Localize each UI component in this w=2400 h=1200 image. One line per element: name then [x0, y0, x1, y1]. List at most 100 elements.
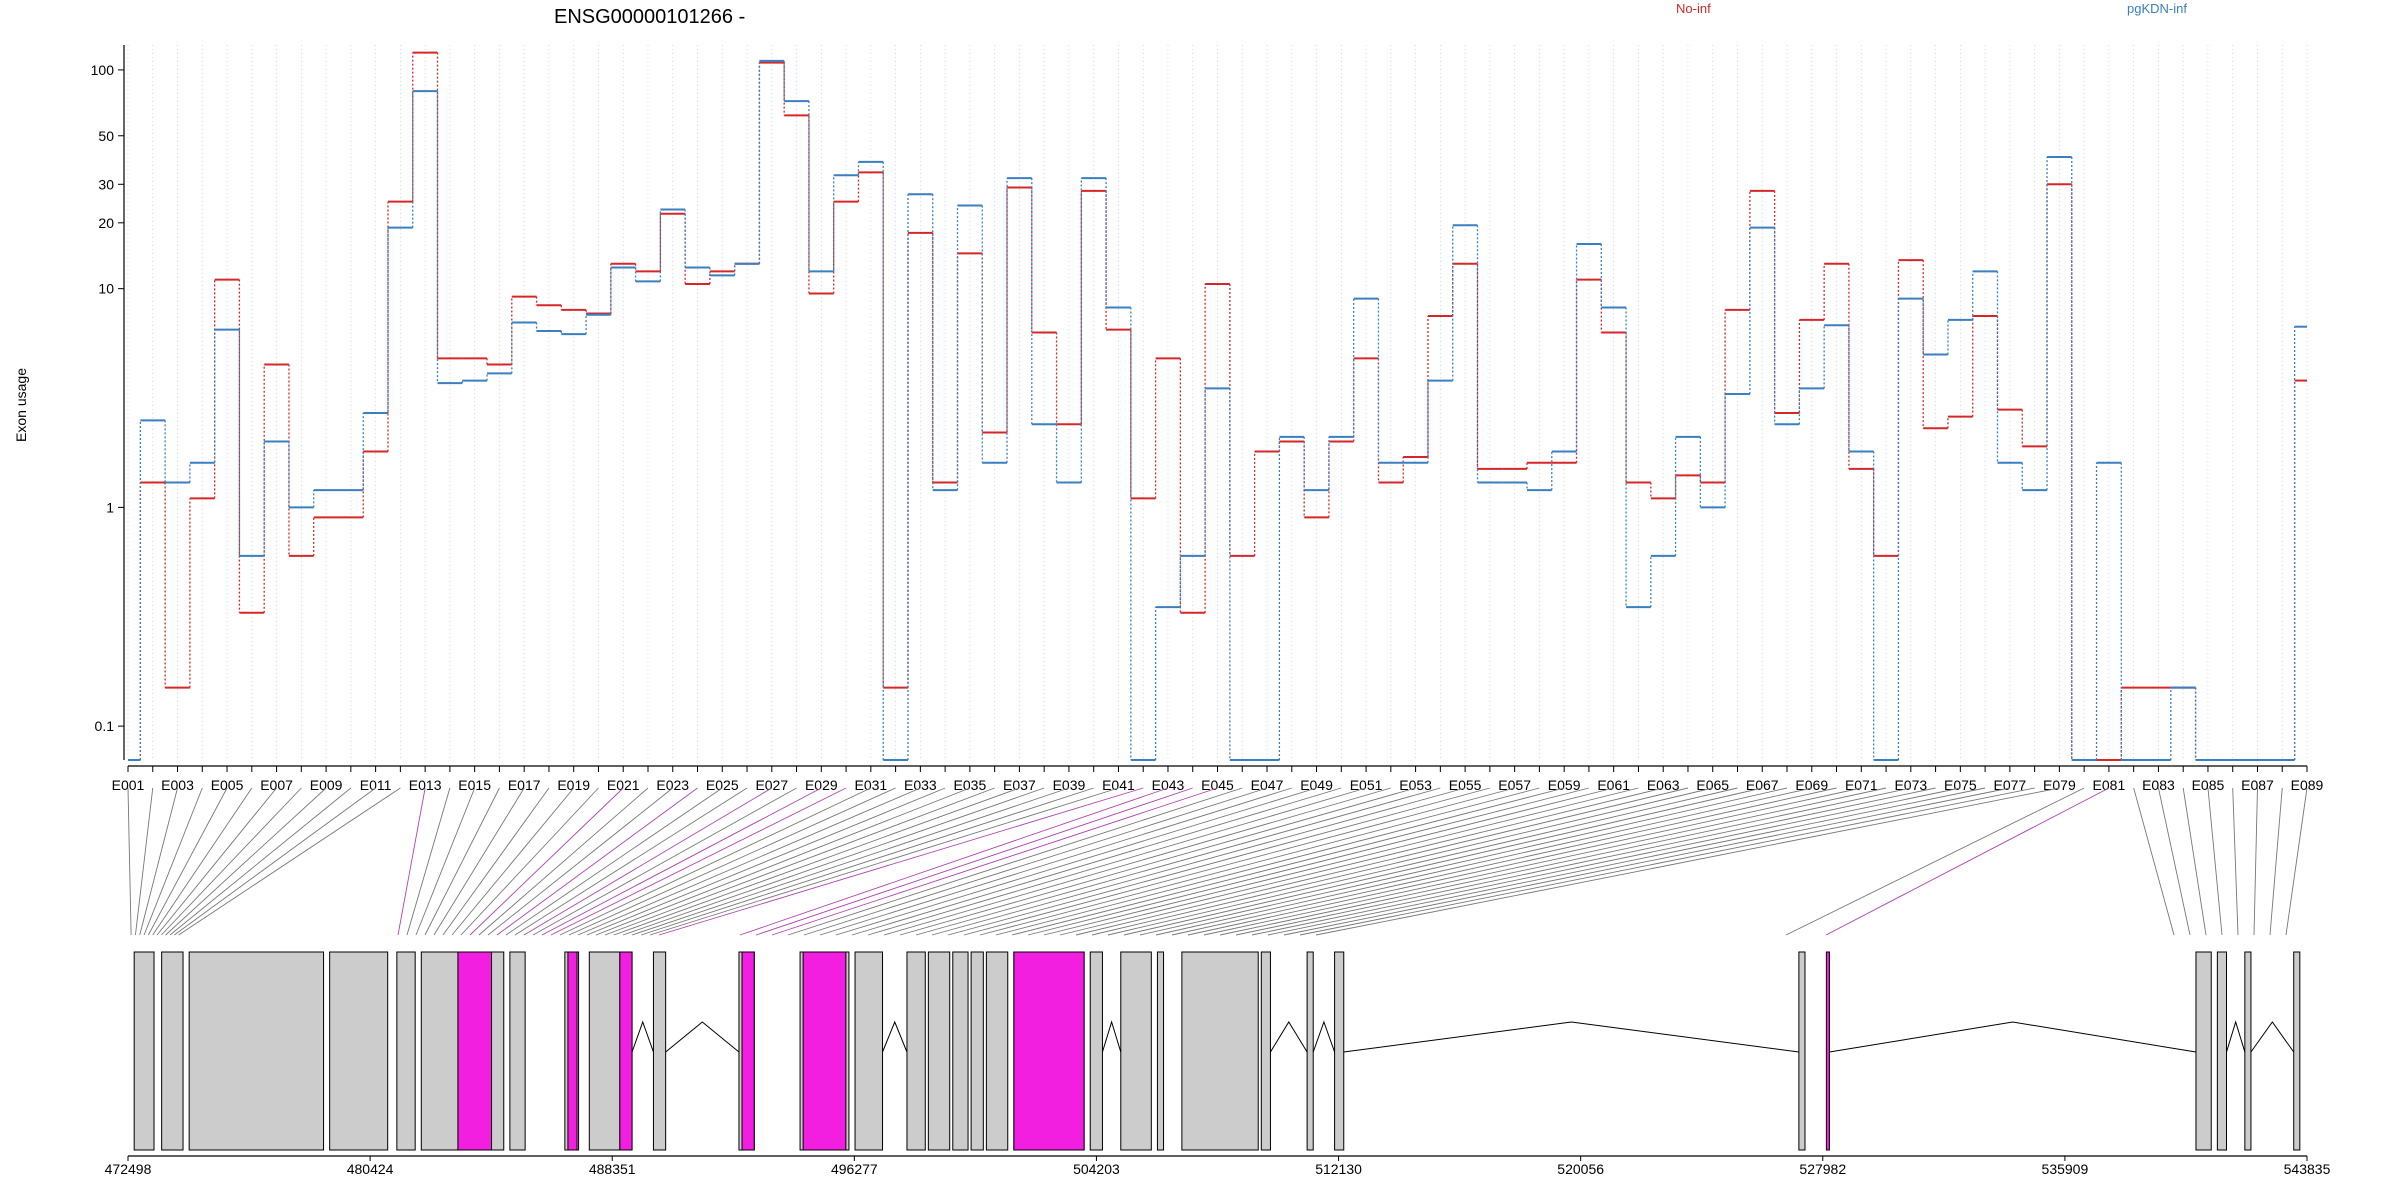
connector-E078	[1299, 787, 2035, 936]
connector-E083	[2157, 787, 2191, 936]
exon-box	[854, 951, 884, 1151]
x-tick-label-E069: E069	[1795, 777, 1828, 793]
connector-E077	[1283, 787, 2010, 936]
connector-E064	[1075, 787, 1689, 936]
connector-E037	[613, 787, 1020, 936]
connector-E084	[2182, 787, 2207, 936]
exon-box	[420, 951, 459, 1151]
exon-box	[329, 951, 389, 1151]
genomic-tick-label: 520056	[1557, 1161, 1604, 1177]
exon-box	[588, 951, 621, 1151]
gene-model-layer: 472498 480424 488351 496277 504203 512130 5200…	[105, 951, 2331, 1177]
x-tick-label-E047: E047	[1251, 777, 1284, 793]
exon-box	[2216, 951, 2228, 1151]
connector-E047	[803, 787, 1268, 936]
exon-box	[1798, 951, 1806, 1151]
connector-E071	[1187, 787, 1862, 936]
intron-line	[1101, 1020, 1122, 1053]
x-tick-label-E003: E003	[161, 777, 194, 793]
x-tick-label-E001: E001	[112, 777, 145, 793]
x-tick-label-E015: E015	[458, 777, 491, 793]
connector-E016	[424, 787, 500, 936]
connector-E082	[2133, 787, 2175, 936]
intron-line	[1270, 1021, 1308, 1053]
x-tick-label-E055: E055	[1449, 777, 1482, 793]
connector-E001	[127, 787, 132, 936]
x-tick-label-E005: E005	[211, 777, 244, 793]
connector-E048	[819, 787, 1292, 936]
axes-layer: 0.1 1 10 20 30 50 100 E001 E003 E005 E007 E009 E011 E…	[91, 45, 2324, 793]
intron-line	[2226, 1020, 2246, 1053]
legend-entry-no-inf: No-inf	[1676, 1, 1711, 16]
connector-E012	[178, 787, 401, 936]
connector-E004	[143, 787, 203, 936]
chart-title: ENSG00000101266 -	[554, 6, 745, 28]
connector-E074	[1235, 787, 1936, 936]
connector-E005	[147, 787, 228, 936]
x-tick-label-E009: E009	[310, 777, 343, 793]
connector-E079	[1315, 787, 2060, 936]
x-tick-label-E019: E019	[557, 777, 590, 793]
connector-E007	[156, 787, 277, 936]
exon-box	[1334, 951, 1345, 1151]
genomic-tick-label: 480424	[347, 1161, 394, 1177]
series-connectors-pgKDN-inf	[139, 60, 2296, 760]
y-tick-label-0.1: 0.1	[95, 718, 115, 734]
exon-box	[1306, 951, 1314, 1151]
connector-E072	[1203, 787, 1887, 936]
y-tick-label-50: 50	[98, 128, 114, 144]
x-tick-label-E039: E039	[1053, 777, 1086, 793]
connector-E034	[586, 787, 946, 936]
connector-E081	[1825, 787, 2110, 936]
connector-E006	[152, 787, 253, 936]
x-tick-label-E063: E063	[1647, 777, 1680, 793]
connector-E015	[415, 787, 476, 936]
connector-E054	[915, 787, 1441, 936]
connector-E057	[963, 787, 1515, 936]
connector-E010	[169, 787, 352, 936]
x-tick-label-E041: E041	[1102, 777, 1135, 793]
connector-E018	[442, 787, 550, 936]
connector-E045	[771, 787, 1218, 936]
connector-E051	[867, 787, 1367, 936]
exon-box	[1089, 951, 1103, 1151]
connector-E086	[2232, 787, 2239, 936]
x-tick-label-E011: E011	[360, 777, 392, 793]
connector-E003	[139, 787, 178, 936]
highlighted-exon-box	[457, 951, 493, 1151]
x-tick-label-E033: E033	[904, 777, 937, 793]
connector-E046	[787, 787, 1243, 936]
exon-box	[509, 951, 526, 1151]
intron-line	[1343, 1021, 1799, 1053]
y-tick-label-10: 10	[98, 281, 114, 297]
intron-line	[1829, 1021, 2197, 1053]
connector-E052	[883, 787, 1391, 936]
y-tick-label-1: 1	[106, 499, 114, 515]
exon-box	[188, 951, 325, 1151]
connector-E043	[739, 787, 1169, 936]
connector-E040	[640, 787, 1094, 936]
connector-E008	[161, 787, 302, 936]
genomic-tick-label: 472498	[105, 1161, 152, 1177]
highlighted-exon-box	[1013, 951, 1085, 1151]
connector-E019	[451, 787, 575, 936]
exon-box	[396, 951, 416, 1151]
exon-box	[985, 951, 1009, 1151]
intron-line	[1312, 1020, 1336, 1053]
connector-E027	[523, 787, 773, 936]
connector-E068	[1139, 787, 1788, 936]
x-tick-label-E045: E045	[1201, 777, 1234, 793]
x-tick-label-E081: E081	[2093, 777, 2126, 793]
x-tick-label-E051: E051	[1350, 777, 1383, 793]
connector-E050	[851, 787, 1342, 936]
connector-E020	[460, 787, 599, 936]
connector-E066	[1107, 787, 1738, 936]
exon-box	[906, 951, 926, 1151]
intron-line	[665, 1021, 740, 1053]
x-tick-label-E059: E059	[1548, 777, 1581, 793]
connector-E033	[577, 787, 921, 936]
genomic-tick-label: 543835	[2284, 1161, 2331, 1177]
intron-line	[2250, 1021, 2295, 1053]
highlighted-exon-box	[1825, 951, 1830, 1151]
